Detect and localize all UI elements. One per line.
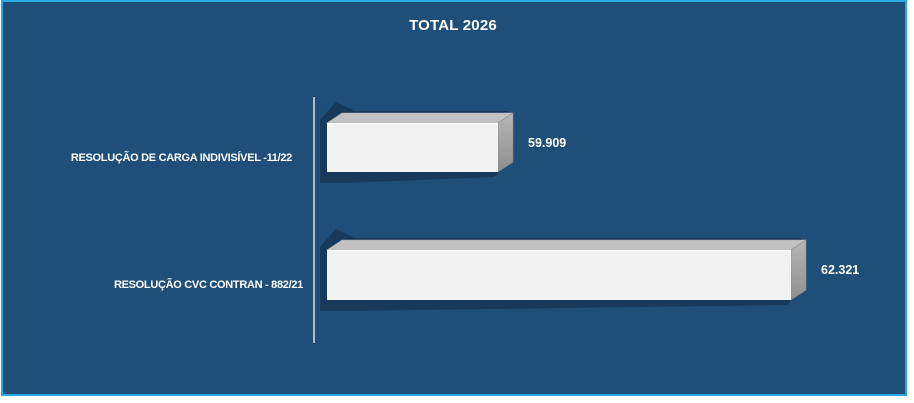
category-label: RESOLUÇÃO CVC CONTRAN - 882/21 xyxy=(113,279,303,291)
value-label: 62.321 xyxy=(821,263,860,277)
chart-title: TOTAL 2026 xyxy=(409,17,497,34)
bar-front-highlight xyxy=(327,123,498,125)
bar-front-face xyxy=(327,250,791,300)
bar-group-0[interactable] xyxy=(320,102,514,183)
bar-group-1[interactable] xyxy=(320,229,807,311)
category-axis-line xyxy=(313,97,315,343)
chart-area[interactable] xyxy=(1,0,907,396)
bar-side-face xyxy=(497,112,514,173)
bar-front-face xyxy=(327,123,498,172)
value-label: 59.909 xyxy=(528,135,567,150)
bar-side-face xyxy=(790,239,807,301)
category-label: RESOLUÇÃO DE CARGA INDIVISÍVEL -11/22 xyxy=(70,152,292,164)
bar-top-face xyxy=(326,239,807,251)
bar-front-highlight xyxy=(327,250,791,252)
bar-top-face xyxy=(326,112,514,124)
